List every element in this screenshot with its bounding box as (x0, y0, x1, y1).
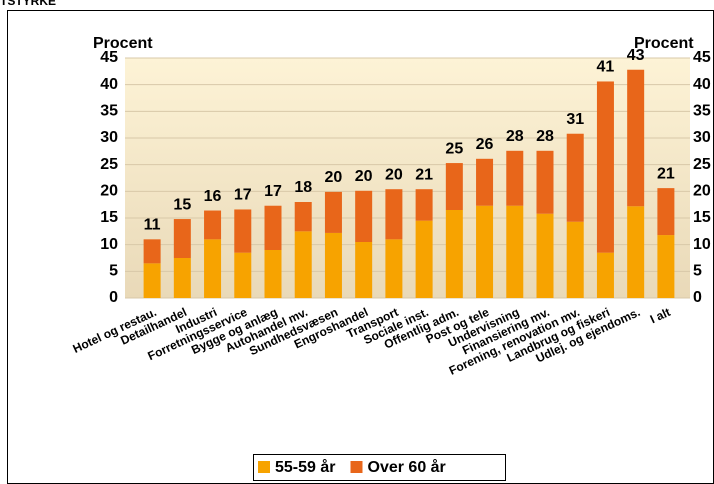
bar-segment (204, 210, 222, 240)
y2-tick-label: 10 (693, 236, 711, 253)
bar-segment (385, 189, 403, 240)
bar-segment (173, 219, 191, 258)
bar-segment (355, 190, 373, 242)
bar-segment (476, 158, 494, 206)
bar-segment (324, 232, 342, 298)
total-label: 11 (144, 217, 161, 234)
bar-segment (264, 205, 282, 250)
total-label: 21 (415, 166, 433, 183)
total-label: 18 (294, 179, 312, 196)
bar-segment (234, 252, 252, 298)
y-tick-label: 15 (100, 209, 118, 226)
legend-label: Over 60 år (368, 458, 446, 476)
bar-segment (506, 205, 524, 298)
bar-segment (415, 220, 433, 298)
bar-segment (385, 239, 403, 298)
y-tick-label: 10 (100, 236, 118, 253)
total-label: 28 (536, 128, 554, 145)
total-label: 17 (234, 187, 252, 204)
total-label: 25 (445, 140, 463, 157)
y2-tick-label: 30 (693, 129, 711, 146)
total-label: 20 (355, 168, 373, 185)
y-tick-label: 20 (100, 183, 118, 200)
y-tick-label: 0 (109, 289, 118, 306)
bar-segment (445, 210, 463, 298)
bar-segment (627, 69, 645, 207)
legend-swatch (258, 461, 270, 473)
bar-segment (204, 239, 222, 298)
y-tick-label: 35 (100, 103, 118, 120)
y-axis-label: Procent (93, 35, 153, 52)
bar-segment (264, 250, 282, 298)
total-label: 28 (506, 128, 524, 145)
bar-segment (657, 235, 675, 298)
bar-segment (294, 231, 312, 298)
bar-segment (355, 242, 373, 298)
total-label: 20 (385, 166, 403, 183)
legend: 55-59 år Over 60 år (253, 454, 506, 481)
y2-tick-label: 5 (693, 263, 702, 280)
bar-segment (536, 150, 554, 214)
y2-tick-label: 40 (693, 76, 711, 93)
y2-tick-label: 0 (693, 289, 702, 306)
y2-tick-label: 45 (693, 49, 711, 66)
bar-segment (536, 213, 554, 298)
total-label: 17 (264, 183, 282, 200)
y2-tick-label: 20 (693, 183, 711, 200)
bar-segment (415, 189, 433, 221)
legend-label: 55-59 år (275, 458, 336, 476)
bar-segment (324, 191, 342, 233)
y2-tick-label: 15 (693, 209, 711, 226)
total-label: 26 (476, 136, 494, 153)
total-label: 41 (597, 59, 615, 76)
legend-swatch (350, 461, 363, 473)
bar-segment (627, 206, 645, 298)
y-tick-label: 25 (100, 156, 118, 173)
total-label: 15 (173, 196, 191, 213)
y-tick-label: 40 (100, 76, 118, 93)
bar-segment (445, 163, 463, 210)
y2-axis-label: Procent (634, 35, 694, 52)
bar-segment (143, 239, 161, 264)
bar-segment (566, 221, 584, 298)
bar-segment (234, 209, 252, 253)
bar-segment (143, 263, 161, 298)
bar-segment (596, 252, 614, 298)
bar-segment (294, 202, 312, 232)
total-label: 21 (657, 165, 675, 182)
y-tick-label: 45 (100, 49, 118, 66)
total-label: 20 (325, 169, 343, 186)
bar-segment (657, 188, 675, 236)
legend-box (253, 454, 506, 481)
y-tick-label: 30 (100, 129, 118, 146)
bar-segment (476, 205, 494, 298)
bar-segment (173, 258, 191, 298)
bar-segment (596, 81, 614, 253)
y2-tick-label: 35 (693, 103, 711, 120)
total-label: 43 (627, 47, 645, 64)
y2-tick-label: 25 (693, 156, 711, 173)
bar-segment (506, 150, 524, 206)
chart-title: TSTYRKE (0, 0, 56, 8)
y-tick-label: 5 (109, 263, 118, 280)
bar-segment (566, 133, 584, 222)
total-label: 16 (204, 188, 222, 205)
total-label: 31 (566, 111, 584, 128)
